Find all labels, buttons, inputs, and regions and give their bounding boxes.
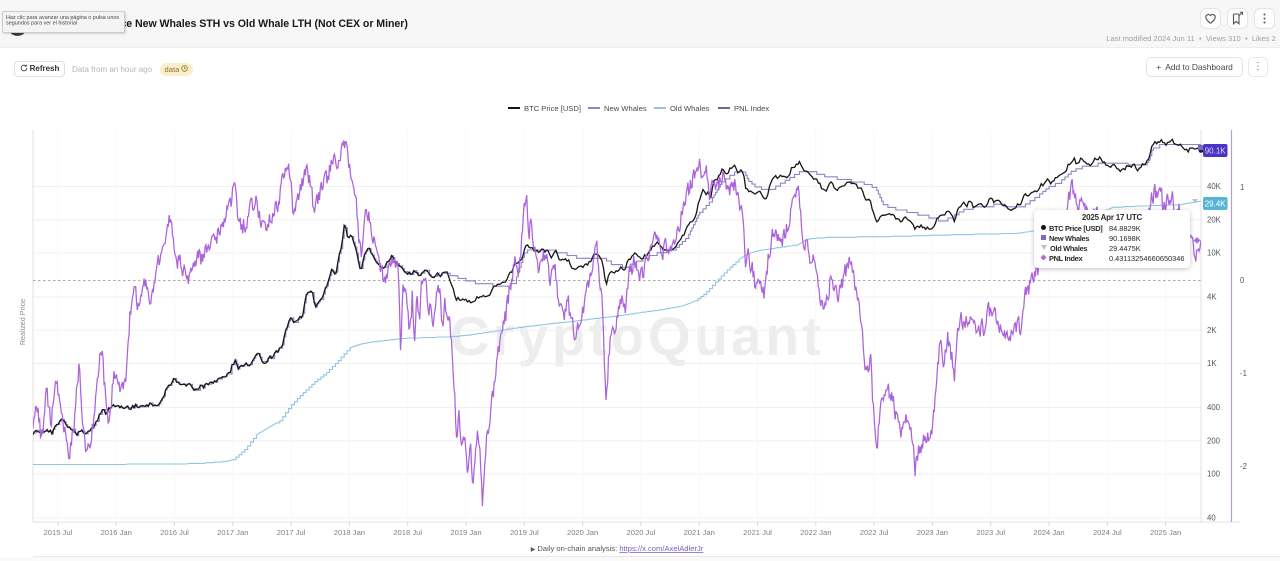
svg-text:2015 Jul: 2015 Jul bbox=[44, 528, 73, 537]
svg-text:▶ Daily on-chain analysis: htt: ▶ Daily on-chain analysis: https://x.com… bbox=[531, 544, 704, 553]
svg-text:40: 40 bbox=[1207, 514, 1216, 523]
svg-text:-2: -2 bbox=[1240, 462, 1247, 471]
svg-text:29.4K: 29.4K bbox=[1205, 200, 1227, 209]
svg-text:2K: 2K bbox=[1207, 326, 1217, 335]
svg-text:200: 200 bbox=[1207, 436, 1221, 445]
svg-text:2017 Jul: 2017 Jul bbox=[277, 528, 306, 537]
svg-text:2016 Jan: 2016 Jan bbox=[101, 528, 132, 537]
svg-text:2021 Jan: 2021 Jan bbox=[684, 528, 715, 537]
svg-text:2023 Jul: 2023 Jul bbox=[976, 528, 1005, 537]
svg-text:4K: 4K bbox=[1207, 293, 1217, 302]
svg-text:1K: 1K bbox=[1207, 359, 1217, 368]
svg-text:2025 Jan: 2025 Jan bbox=[1150, 528, 1181, 537]
svg-text:10K: 10K bbox=[1207, 249, 1222, 258]
svg-text:2020 Jul: 2020 Jul bbox=[627, 528, 656, 537]
svg-text:2018 Jan: 2018 Jan bbox=[334, 528, 365, 537]
svg-text:400: 400 bbox=[1207, 403, 1221, 412]
svg-text:0: 0 bbox=[1240, 276, 1245, 285]
svg-text:20K: 20K bbox=[1207, 215, 1222, 224]
svg-text:CryptoQuant: CryptoQuant bbox=[450, 305, 825, 367]
svg-text:-1: -1 bbox=[1240, 369, 1247, 378]
svg-text:2019 Jul: 2019 Jul bbox=[510, 528, 539, 537]
svg-text:2018 Jul: 2018 Jul bbox=[393, 528, 422, 537]
svg-text:100: 100 bbox=[1207, 470, 1221, 479]
svg-text:2024 Jan: 2024 Jan bbox=[1033, 528, 1064, 537]
svg-text:2020 Jan: 2020 Jan bbox=[567, 528, 598, 537]
svg-text:90.1K: 90.1K bbox=[1205, 146, 1227, 155]
svg-text:2016 Jul: 2016 Jul bbox=[160, 528, 189, 537]
svg-text:2019 Jan: 2019 Jan bbox=[450, 528, 481, 537]
svg-text:40K: 40K bbox=[1207, 182, 1222, 191]
svg-text:2023 Jan: 2023 Jan bbox=[917, 528, 948, 537]
svg-text:2022 Jul: 2022 Jul bbox=[860, 528, 889, 537]
svg-text:Realized Price: Realized Price bbox=[18, 299, 27, 345]
svg-text:2021 Jul: 2021 Jul bbox=[743, 528, 772, 537]
svg-text:2017 Jan: 2017 Jan bbox=[217, 528, 248, 537]
svg-text:2024 Jul: 2024 Jul bbox=[1093, 528, 1122, 537]
svg-text:2022 Jan: 2022 Jan bbox=[800, 528, 831, 537]
svg-text:1: 1 bbox=[1240, 183, 1244, 192]
